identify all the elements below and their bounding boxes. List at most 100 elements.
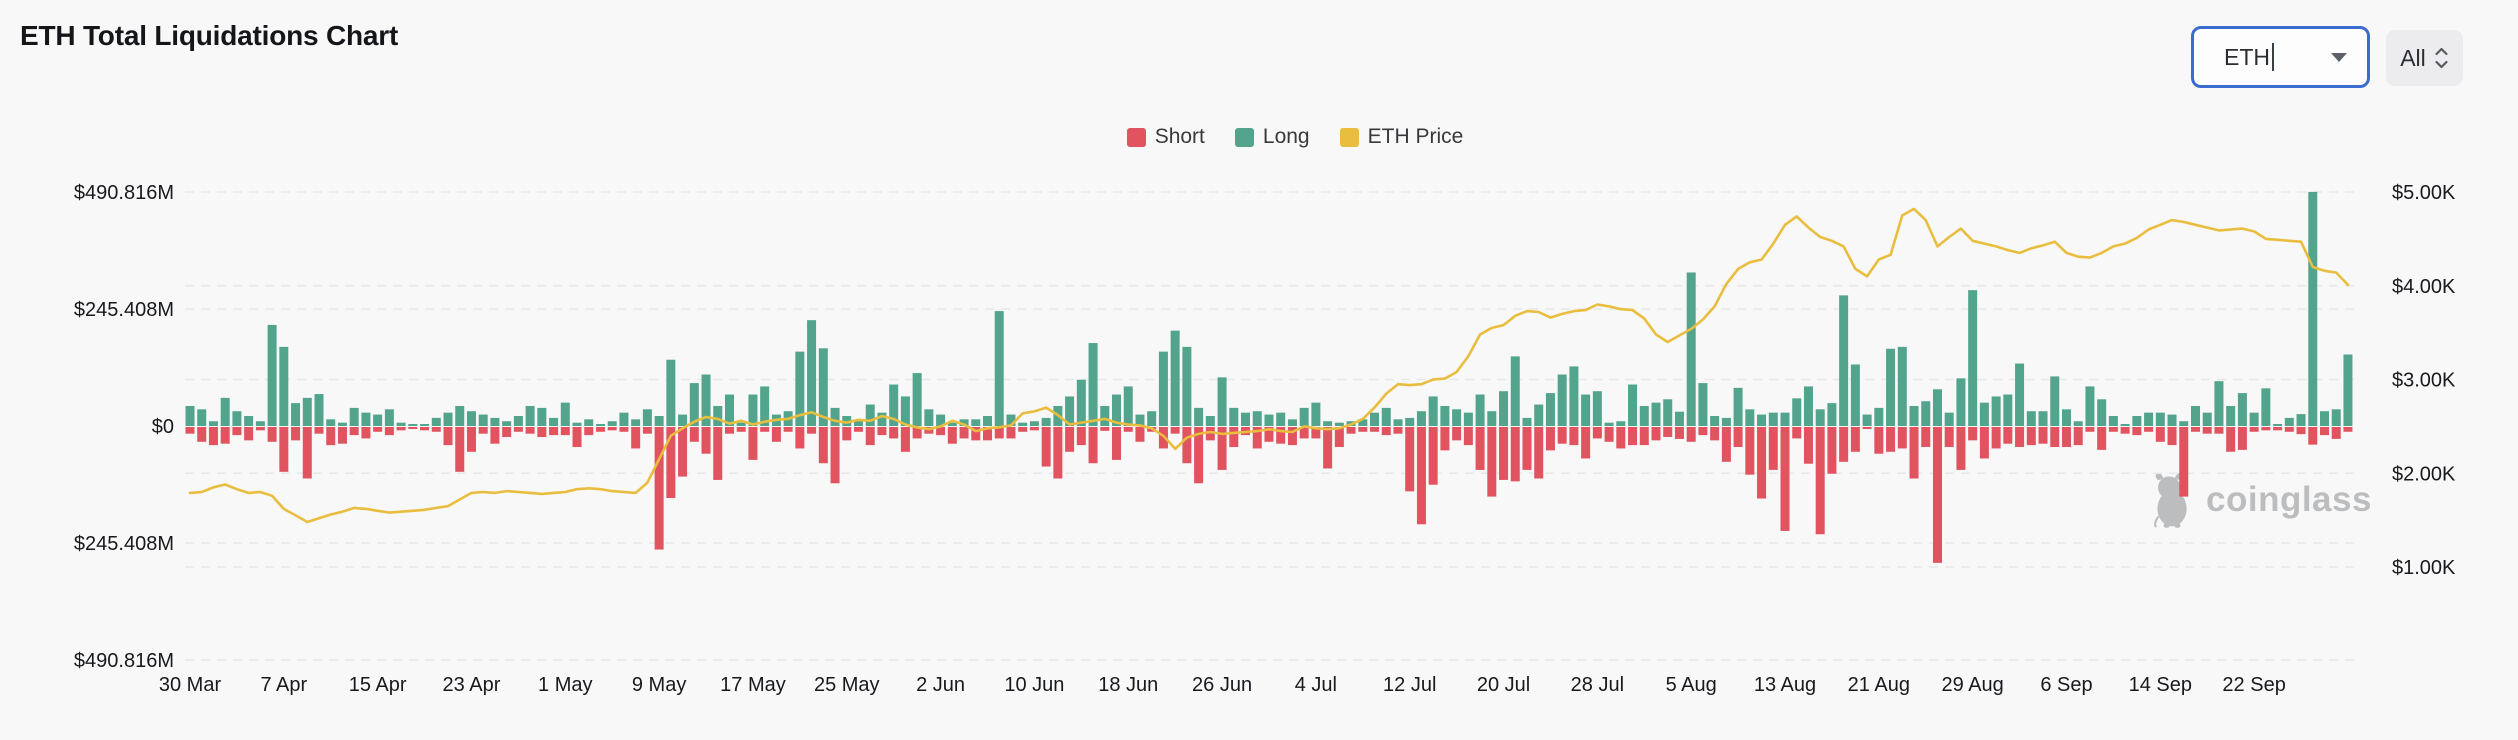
bar-short xyxy=(642,427,652,434)
bar-short xyxy=(1287,427,1297,446)
bar-short xyxy=(1182,427,1192,464)
bar-long xyxy=(1264,414,1274,426)
short-bars[interactable] xyxy=(185,427,2353,563)
bar-short xyxy=(1100,427,1110,431)
bar-short xyxy=(1029,427,1039,431)
bar-long xyxy=(1862,414,1872,426)
bar-short xyxy=(1944,427,1954,448)
bar-short xyxy=(2073,427,2083,446)
bar-short xyxy=(1710,427,1720,441)
bar-long xyxy=(1534,404,1544,426)
bar-short xyxy=(607,427,617,431)
right-axis-tick: $5.00K xyxy=(2392,182,2456,204)
bar-long xyxy=(1557,374,1567,426)
legend-item-long[interactable]: Long xyxy=(1234,125,1310,149)
bar-long xyxy=(760,386,770,426)
bar-long xyxy=(2179,421,2189,426)
bar-short xyxy=(1780,427,1790,531)
bar-long xyxy=(2003,394,2013,426)
bar-short xyxy=(584,427,594,436)
bar-short xyxy=(595,427,605,432)
bar-long xyxy=(1815,409,1825,426)
bar-long xyxy=(1276,412,1286,426)
bar-long xyxy=(1522,417,1532,426)
bar-long xyxy=(1205,415,1215,426)
bar-long xyxy=(584,419,594,426)
bar-long xyxy=(373,414,383,426)
bar-long xyxy=(889,384,899,426)
bar-short xyxy=(2226,427,2236,452)
bar-short xyxy=(1745,427,1755,475)
bar-short xyxy=(1522,427,1532,470)
bar-short xyxy=(842,427,852,441)
bar-short xyxy=(2003,427,2013,444)
symbol-select[interactable]: ETH xyxy=(2191,26,2370,88)
left-axis-tick: $245.408M xyxy=(74,533,174,555)
bar-short xyxy=(701,427,711,454)
legend-item-short[interactable]: Short xyxy=(1126,125,1205,149)
bar-short xyxy=(232,427,242,436)
bar-short xyxy=(2331,427,2341,439)
bar-short xyxy=(912,427,922,439)
bar-short xyxy=(1393,427,1403,434)
eth-price-swatch-icon xyxy=(1339,127,1359,147)
bar-short xyxy=(631,427,641,449)
bar-short xyxy=(1592,427,1602,439)
bar-short xyxy=(560,427,570,436)
chevron-down-icon xyxy=(2331,52,2347,62)
x-axis-tick: 1 May xyxy=(538,674,592,696)
bar-long xyxy=(466,411,476,426)
bar-long xyxy=(1616,421,1626,426)
bar-short xyxy=(1170,427,1180,434)
bar-short xyxy=(361,427,371,439)
bar-long xyxy=(1287,419,1297,426)
bar-short xyxy=(220,427,230,444)
bar-long xyxy=(2343,354,2353,426)
bar-short xyxy=(1264,427,1274,442)
x-axis-tick: 20 Jul xyxy=(1477,674,1530,696)
bar-long xyxy=(1979,402,1989,426)
bar-long xyxy=(1323,421,1333,426)
long-bars[interactable] xyxy=(185,191,2353,426)
bar-long xyxy=(513,415,523,426)
bar-long xyxy=(1088,343,1098,426)
bar-long xyxy=(1393,419,1403,426)
bar-long xyxy=(267,324,277,426)
bar-long xyxy=(1839,295,1849,426)
bar-long xyxy=(2120,424,2130,426)
bar-short xyxy=(1686,427,1696,442)
bar-short xyxy=(1545,427,1555,451)
bar-long xyxy=(1745,409,1755,426)
bar-long xyxy=(654,415,664,426)
bar-long xyxy=(1334,422,1344,426)
bar-short xyxy=(1358,427,1368,432)
bar-short xyxy=(994,427,1004,439)
bar-short xyxy=(1018,427,1028,432)
bar-short xyxy=(1252,427,1262,449)
bar-short xyxy=(936,427,946,436)
bar-short xyxy=(2050,427,2060,448)
bar-short xyxy=(1463,427,1473,446)
bar-short xyxy=(795,427,805,449)
bar-short xyxy=(572,427,582,448)
bar-short xyxy=(1499,427,1509,480)
bar-short xyxy=(1733,427,1743,448)
bar-long xyxy=(2202,412,2212,426)
legend-item-eth-price[interactable]: ETH Price xyxy=(1339,125,1463,149)
bar-long xyxy=(1592,391,1602,426)
bar-long xyxy=(1123,386,1133,426)
bar-long xyxy=(994,311,1004,426)
x-axis-tick: 23 Apr xyxy=(443,674,501,696)
bar-long xyxy=(736,422,746,426)
bar-short xyxy=(1757,427,1767,499)
bar-long xyxy=(255,421,265,426)
bar-short xyxy=(502,427,512,438)
bar-long xyxy=(1874,407,1884,426)
bar-short xyxy=(1827,427,1837,474)
range-select[interactable]: All xyxy=(2386,30,2463,86)
bar-short xyxy=(1123,427,1133,432)
bar-short xyxy=(1475,427,1485,470)
bar-long xyxy=(2155,412,2165,426)
bar-long xyxy=(1663,399,1673,426)
